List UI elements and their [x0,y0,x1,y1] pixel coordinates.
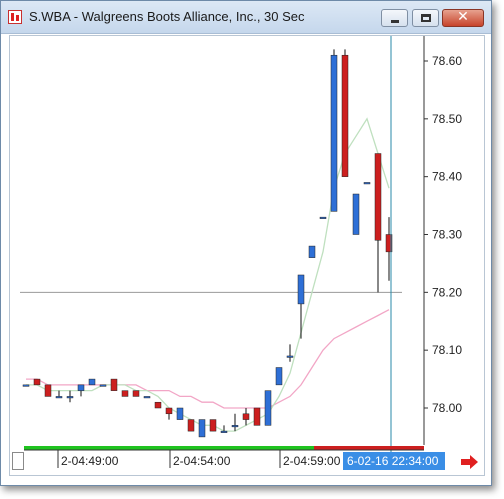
time-axis-label: 2-04:59:00 [283,454,341,468]
time-axis-corner[interactable] [12,452,24,470]
candle-body [154,401,162,409]
maximize-icon [421,14,431,22]
candle-body [143,396,151,399]
price-axis-label: 78.20 [432,285,462,299]
candle-body [297,274,305,305]
candle-body [165,407,173,415]
candle-body [198,419,206,438]
maximize-button[interactable] [412,9,439,27]
candle-body [55,396,63,399]
candle-body [44,384,52,397]
candle-body [231,425,239,428]
plot-background [20,36,424,445]
candle-body [308,245,316,258]
close-button[interactable]: ✕ [442,9,484,27]
time-axis-session-bar [314,446,424,450]
candle-body [242,413,250,420]
moving-average-slow-line [26,309,390,409]
candle-body [99,384,107,387]
candle-body [253,407,261,426]
minimize-button[interactable] [381,9,408,27]
price-axis-label: 78.60 [432,54,462,68]
candle-body [275,367,283,386]
price-chart[interactable]: 78.60 78.50 78.40 78.30 78.20 78.10 78.00 2-04:… [10,36,484,475]
chart-app-icon [8,10,22,24]
scroll-right-arrow-icon[interactable] [461,455,479,469]
price-axis-label: 78.10 [432,343,462,357]
candle-body [187,419,195,432]
price-axis-label: 78.50 [432,112,462,126]
candle-body [374,153,382,241]
candle-body [363,182,371,185]
window-title: S.WBA - Walgreens Boots Alliance, Inc., … [29,9,305,24]
price-axis-label: 78.30 [432,228,462,242]
chart-window: S.WBA - Walgreens Boots Alliance, Inc., … [0,0,492,486]
scroll-arrow-shape [461,455,478,469]
chart-area[interactable]: 78.60 78.50 78.40 78.30 78.20 78.10 78.00 2-04:… [9,35,485,476]
candle-body [319,216,327,219]
candle-body [286,355,294,358]
candle-body [352,193,360,235]
candle-body [385,234,393,253]
title-bar[interactable]: S.WBA - Walgreens Boots Alliance, Inc., … [1,1,491,34]
moving-average-fast-line [26,117,390,432]
candle-body [176,407,184,420]
candle-body [33,378,41,386]
candle-body [66,396,74,399]
time-axis-session-bar [24,446,314,450]
candle-body [22,384,30,387]
candle-body [88,378,96,386]
candle-body [330,54,338,212]
minimize-icon [391,20,399,23]
candle-body [220,430,228,433]
candle-body [132,390,140,397]
time-axis-label: 2-04:49:00 [61,454,119,468]
candle-body [264,390,272,426]
price-axis-label: 78.40 [432,170,462,184]
candle-body [209,419,217,432]
candle-body [341,54,349,177]
candle-body [121,390,129,397]
close-icon: ✕ [457,9,469,25]
time-axis-label: 2-04:54:00 [173,454,231,468]
candle-body [110,378,118,391]
cursor-time-label-bg [343,452,445,470]
price-axis-label: 78.00 [432,401,462,415]
candle-body [77,384,85,391]
cursor-time-label: 6-02-16 22:34:00 [347,454,439,468]
